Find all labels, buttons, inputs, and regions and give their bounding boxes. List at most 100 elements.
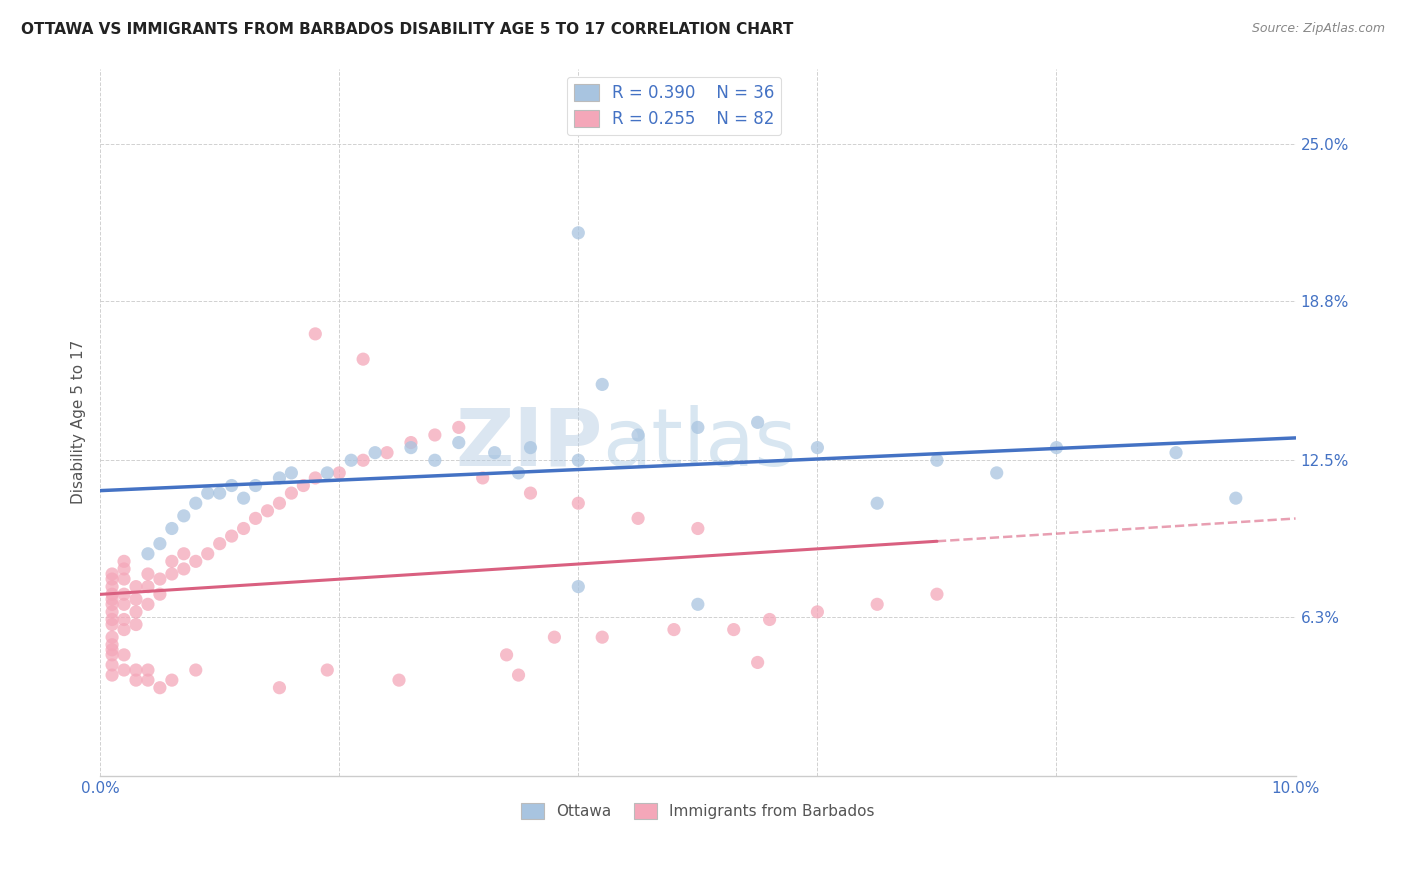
Point <box>101 638 124 652</box>
Point <box>245 478 267 492</box>
Point <box>686 521 709 535</box>
Point <box>112 562 135 576</box>
Point <box>495 648 517 662</box>
Point <box>184 663 207 677</box>
Legend: Ottawa, Immigrants from Barbados: Ottawa, Immigrants from Barbados <box>515 797 882 825</box>
Point <box>101 657 124 672</box>
Point <box>112 623 135 637</box>
Point <box>160 673 183 687</box>
Point <box>316 466 339 480</box>
Point <box>160 566 183 581</box>
Point <box>280 486 302 500</box>
Point <box>173 508 195 523</box>
Point <box>747 415 769 429</box>
Point <box>173 562 195 576</box>
Point <box>292 478 315 492</box>
Point <box>627 511 650 525</box>
Point <box>423 453 446 467</box>
Point <box>160 554 183 568</box>
Point <box>806 605 828 619</box>
Point <box>747 656 769 670</box>
Point <box>125 580 148 594</box>
Point <box>221 529 243 543</box>
Point <box>591 630 613 644</box>
Point <box>136 566 159 581</box>
Point <box>101 597 124 611</box>
Point <box>112 587 135 601</box>
Point <box>232 491 254 505</box>
Point <box>101 648 124 662</box>
Point <box>866 496 889 510</box>
Point <box>986 466 1008 480</box>
Point <box>567 496 589 510</box>
Point <box>316 663 339 677</box>
Point <box>149 681 172 695</box>
Point <box>388 673 411 687</box>
Point <box>686 597 709 611</box>
Point <box>136 580 159 594</box>
Point <box>160 521 183 535</box>
Point <box>125 673 148 687</box>
Point <box>125 592 148 607</box>
Point <box>471 471 494 485</box>
Text: Source: ZipAtlas.com: Source: ZipAtlas.com <box>1251 22 1385 36</box>
Point <box>269 471 291 485</box>
Point <box>925 587 948 601</box>
Point <box>352 352 374 367</box>
Point <box>125 663 148 677</box>
Point <box>208 486 231 500</box>
Point <box>543 630 565 644</box>
Point <box>866 597 889 611</box>
Point <box>256 504 278 518</box>
Point <box>508 668 530 682</box>
Point <box>591 377 613 392</box>
Point <box>112 663 135 677</box>
Point <box>101 642 124 657</box>
Point <box>112 572 135 586</box>
Y-axis label: Disability Age 5 to 17: Disability Age 5 to 17 <box>72 340 86 505</box>
Point <box>662 623 685 637</box>
Point <box>519 486 541 500</box>
Point <box>328 466 350 480</box>
Point <box>149 572 172 586</box>
Point <box>101 668 124 682</box>
Point <box>567 226 589 240</box>
Point <box>447 420 470 434</box>
Point <box>125 605 148 619</box>
Point <box>136 547 159 561</box>
Point <box>723 623 745 637</box>
Point <box>304 326 326 341</box>
Point <box>340 453 363 467</box>
Point <box>245 511 267 525</box>
Point <box>484 445 506 459</box>
Point <box>149 587 172 601</box>
Point <box>269 496 291 510</box>
Point <box>101 572 124 586</box>
Point <box>221 478 243 492</box>
Point <box>149 536 172 550</box>
Point <box>519 441 541 455</box>
Point <box>567 580 589 594</box>
Point <box>136 663 159 677</box>
Point <box>1045 441 1067 455</box>
Point <box>806 441 828 455</box>
Point <box>136 597 159 611</box>
Point <box>627 428 650 442</box>
Point <box>112 648 135 662</box>
Point <box>101 587 124 601</box>
Point <box>364 445 387 459</box>
Point <box>101 592 124 607</box>
Text: OTTAWA VS IMMIGRANTS FROM BARBADOS DISABILITY AGE 5 TO 17 CORRELATION CHART: OTTAWA VS IMMIGRANTS FROM BARBADOS DISAB… <box>21 22 793 37</box>
Point <box>399 441 422 455</box>
Point <box>197 486 219 500</box>
Point <box>101 617 124 632</box>
Point <box>447 435 470 450</box>
Point <box>112 612 135 626</box>
Point <box>197 547 219 561</box>
Point <box>232 521 254 535</box>
Point <box>101 566 124 581</box>
Point <box>686 420 709 434</box>
Point <box>184 554 207 568</box>
Point <box>925 453 948 467</box>
Point <box>112 554 135 568</box>
